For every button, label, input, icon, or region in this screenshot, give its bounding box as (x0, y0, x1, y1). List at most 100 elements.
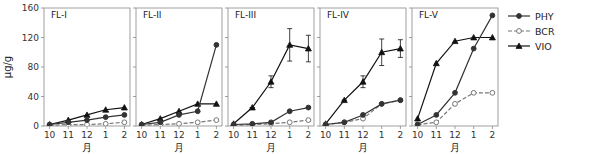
x-tick (49, 126, 50, 129)
legend-item: BCR (508, 26, 555, 37)
y-tick (41, 67, 44, 68)
marker (489, 35, 495, 40)
error-bar-cap (361, 87, 366, 88)
marker (434, 113, 439, 118)
x-tick (160, 126, 161, 129)
x-tick (141, 126, 142, 129)
y-tick (133, 67, 136, 68)
error-bar-cap (269, 75, 274, 76)
marker (361, 113, 366, 118)
x-tick (417, 126, 418, 129)
y-tick (317, 126, 320, 127)
marker (341, 97, 347, 102)
x-tick-label: 1 (103, 130, 109, 140)
marker (121, 105, 127, 110)
marker (452, 38, 458, 43)
x-tick (492, 126, 493, 129)
y-tick (317, 96, 320, 97)
series (415, 35, 496, 122)
series (139, 118, 219, 126)
marker (103, 115, 108, 120)
legend-label: BCR (535, 26, 555, 37)
marker (415, 122, 420, 126)
panel: 10111212月FL-V (409, 8, 498, 153)
series (47, 105, 128, 126)
error-bar-cap (398, 57, 403, 58)
x-tick-label: 12 (265, 130, 276, 140)
series-line (326, 49, 401, 124)
x-tick-label: 11 (339, 130, 350, 140)
series (231, 105, 311, 126)
y-tick (317, 67, 320, 68)
series (139, 101, 220, 126)
x-tick (344, 126, 345, 129)
series-line (234, 45, 309, 124)
legend-item: VIO (508, 41, 552, 52)
marker (379, 49, 385, 54)
y-tick-label: 80 (28, 62, 40, 72)
series-line (234, 108, 309, 125)
marker (213, 101, 219, 106)
marker (250, 121, 255, 126)
series-line (326, 100, 401, 124)
x-tick (289, 126, 290, 129)
marker (398, 98, 403, 103)
marker (195, 109, 200, 114)
error-bar-cap (287, 28, 292, 29)
x-tick (455, 126, 456, 129)
marker (397, 46, 403, 51)
y-tick-label: 40 (28, 92, 40, 102)
x-tick-label: 1 (195, 130, 201, 140)
x-axis-label: 月 (174, 142, 184, 153)
marker (250, 122, 255, 126)
series (47, 113, 127, 126)
marker (103, 107, 109, 112)
x-tick-label: 2 (490, 130, 496, 140)
marker (139, 123, 144, 126)
y-tick (133, 96, 136, 97)
error-bar (398, 40, 403, 58)
series-line (50, 108, 125, 125)
marker (323, 122, 328, 126)
marker (269, 120, 274, 125)
marker (398, 98, 403, 103)
panel-label: FL-V (419, 10, 439, 20)
legend: PHYBCRVIO (508, 11, 555, 52)
marker (415, 122, 420, 126)
marker (231, 123, 236, 126)
x-tick-label: 12 (173, 130, 184, 140)
marker (379, 101, 384, 106)
plot-frame (228, 8, 314, 126)
marker (287, 42, 293, 47)
series-line (418, 15, 493, 124)
y-tick (409, 126, 412, 127)
y-tick (133, 8, 136, 9)
x-axis-label: 月 (266, 142, 276, 153)
series-line (142, 45, 217, 125)
series (415, 13, 495, 126)
y-tick (41, 8, 44, 9)
marker (47, 122, 53, 126)
marker (231, 121, 237, 126)
marker (453, 90, 458, 95)
marker (139, 122, 144, 126)
marker (85, 118, 90, 123)
legend-marker (517, 29, 522, 34)
plot-area (323, 39, 404, 126)
y-tick (41, 126, 44, 127)
panel: 10111212月FL-IV (317, 8, 406, 153)
x-tick-label: 2 (122, 130, 128, 140)
plot-area (231, 29, 312, 126)
error-bar-cap (361, 75, 366, 76)
marker (287, 120, 292, 125)
marker (231, 122, 236, 126)
marker (66, 120, 71, 125)
error-bar-cap (269, 87, 274, 88)
x-tick (363, 126, 364, 129)
marker (177, 121, 182, 126)
marker (471, 46, 476, 51)
marker (360, 79, 366, 84)
x-tick (197, 126, 198, 129)
x-tick-label: 12 (449, 130, 460, 140)
series (323, 39, 404, 126)
